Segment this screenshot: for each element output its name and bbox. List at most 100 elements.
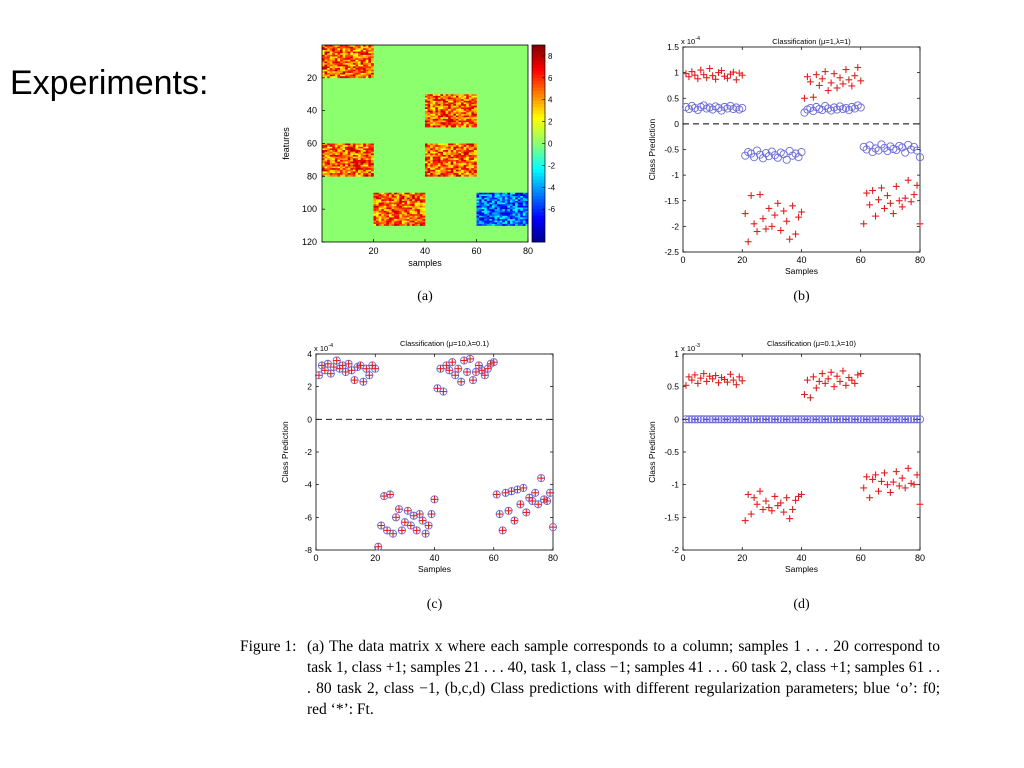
plus-marker xyxy=(869,476,876,483)
heatmap-cell xyxy=(497,199,500,202)
heatmap-cell xyxy=(327,161,331,164)
plus-marker xyxy=(694,380,702,387)
heatmap-cell xyxy=(437,115,441,118)
circle-marker xyxy=(770,415,779,424)
heatmap-cell xyxy=(324,151,328,154)
heatmap-cell xyxy=(489,210,493,213)
heatmap-cell xyxy=(468,104,472,107)
heatmap-cell xyxy=(334,148,338,151)
heatmap-cell xyxy=(355,168,359,171)
heatmap-cell xyxy=(404,205,408,208)
heatmap-cell xyxy=(484,222,488,225)
heatmap-cell xyxy=(448,153,452,156)
heatmap-cell xyxy=(365,53,369,56)
heatmap-cell xyxy=(417,219,421,221)
heatmap-cell xyxy=(340,67,343,70)
heatmap-cell xyxy=(381,220,385,223)
colorbar-segment xyxy=(532,150,545,154)
plus-marker xyxy=(380,492,388,500)
plus-marker xyxy=(514,486,521,493)
heatmap-cell xyxy=(337,56,341,59)
heatmap-cell xyxy=(394,192,397,195)
plus-marker xyxy=(771,493,779,500)
plus-marker xyxy=(851,380,859,387)
heatmap-cell xyxy=(450,171,454,174)
colorbar-segment xyxy=(532,212,545,217)
heatmap-cell xyxy=(448,125,452,128)
heatmap-cell xyxy=(376,202,379,205)
heatmap-cell xyxy=(520,223,524,226)
heatmap-cell xyxy=(468,94,472,97)
heatmap-cell xyxy=(522,205,526,208)
heatmap-cell xyxy=(466,169,470,172)
heatmap-cell xyxy=(471,113,475,116)
heatmap-cell xyxy=(376,199,379,202)
heatmap-cell xyxy=(347,156,351,159)
heatmap-cell xyxy=(430,95,434,98)
heatmap-cell xyxy=(520,214,524,217)
heatmap-cell xyxy=(360,71,364,74)
heatmap-cell xyxy=(342,169,346,172)
heatmap-cell xyxy=(383,202,387,205)
heatmap-cell xyxy=(409,223,413,226)
heatmap-cell xyxy=(368,174,372,177)
heatmap-cell xyxy=(437,159,441,162)
circle-marker xyxy=(717,415,726,424)
heatmap-cell xyxy=(352,173,356,175)
plus-marker xyxy=(857,370,865,377)
heatmap-cell xyxy=(417,209,421,212)
heatmap-cell xyxy=(322,63,325,65)
heatmap-cell xyxy=(473,150,477,153)
plus-marker xyxy=(499,527,507,534)
heatmap-cell xyxy=(368,143,372,146)
heatmap-cell xyxy=(430,117,434,120)
heatmap-cell xyxy=(419,212,423,215)
heatmap-cell xyxy=(458,169,462,172)
heatmap-cell xyxy=(327,63,331,65)
heatmap-cell xyxy=(479,217,482,220)
heatmap-cell xyxy=(347,58,351,61)
heatmap-cell xyxy=(491,209,495,212)
circle-marker xyxy=(380,492,389,501)
y-tick-label: 1 xyxy=(674,349,679,359)
heatmap-cell xyxy=(345,49,349,52)
heatmap-cell xyxy=(497,207,500,210)
heatmap-cell xyxy=(329,150,333,153)
heatmap-cell xyxy=(383,214,387,217)
heatmap-cell xyxy=(412,202,415,205)
heatmap-cell xyxy=(360,151,364,154)
heatmap-cell xyxy=(443,163,446,166)
heatmap-cell xyxy=(432,99,436,102)
heatmap-cell xyxy=(443,110,446,113)
plus-marker xyxy=(735,373,743,381)
heatmap-cell xyxy=(352,56,356,59)
heatmap-cell xyxy=(337,63,341,65)
heatmap-cell xyxy=(466,118,470,121)
heatmap-cell xyxy=(340,163,343,166)
heatmap-cell xyxy=(329,58,333,61)
heatmap-cell xyxy=(520,194,524,197)
heatmap-cell xyxy=(497,196,500,198)
heatmap-cell xyxy=(463,158,467,161)
heatmap-cell xyxy=(324,143,328,146)
plus-marker xyxy=(759,215,767,223)
heatmap-cell xyxy=(332,164,336,167)
heatmap-cell xyxy=(476,215,480,218)
heatmap-cell xyxy=(484,199,488,202)
heatmap-cell xyxy=(458,156,462,159)
plus-marker xyxy=(889,478,897,486)
circle-marker xyxy=(510,516,519,525)
heatmap-cell xyxy=(381,209,385,212)
heatmap-cell xyxy=(445,171,449,174)
heatmap-cell xyxy=(355,69,359,72)
heatmap-cell xyxy=(445,99,449,102)
heatmap-cell xyxy=(334,146,338,149)
heatmap-cell xyxy=(368,173,372,175)
heatmap-cell xyxy=(427,143,431,146)
plus-marker xyxy=(395,505,403,513)
panel-label: (a) xyxy=(417,289,433,304)
heatmap-cell xyxy=(471,104,475,107)
heatmap-cell xyxy=(329,49,333,52)
heatmap-cell xyxy=(437,112,441,115)
heatmap-cell xyxy=(340,48,343,51)
